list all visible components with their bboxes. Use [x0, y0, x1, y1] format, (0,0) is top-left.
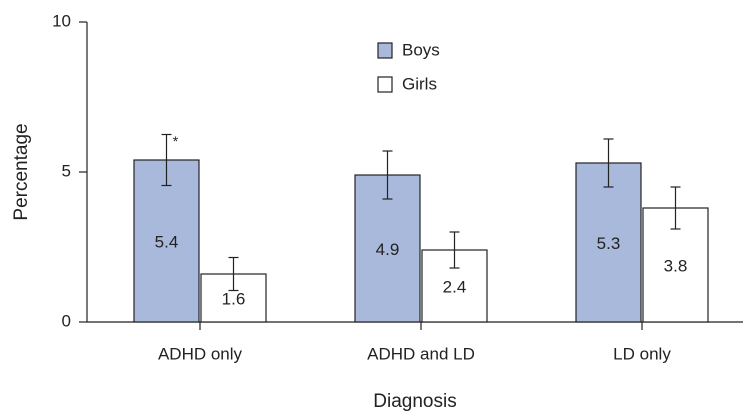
- value-label: 5.3: [597, 234, 621, 253]
- error-bar: [228, 256, 239, 292]
- significance-mark: *: [173, 133, 179, 149]
- bar: [133, 159, 200, 323]
- error-bar: [161, 133, 172, 187]
- value-label: 1.6: [222, 289, 246, 308]
- error-bar: [603, 138, 614, 188]
- legend-label: Girls: [402, 74, 437, 93]
- x-tick-label: LD only: [613, 344, 671, 363]
- x-tick-label: ADHD and LD: [367, 344, 475, 363]
- x-tick-label: ADHD only: [158, 344, 243, 363]
- legend-swatch: [377, 76, 393, 93]
- value-label: 4.9: [376, 240, 400, 259]
- value-label: 3.8: [664, 256, 688, 275]
- legend-swatch: [377, 42, 393, 59]
- error-bar: [449, 231, 460, 269]
- y-tick-label: 10: [52, 11, 71, 30]
- y-tick-label: 0: [62, 311, 71, 330]
- bar: [575, 162, 642, 323]
- value-label: 5.4: [155, 232, 179, 251]
- legend-label: Boys: [402, 40, 440, 59]
- error-bar: [670, 186, 681, 230]
- y-axis-label: Percentage: [11, 123, 32, 220]
- value-label: 2.4: [443, 277, 467, 296]
- y-tick-label: 5: [62, 161, 71, 180]
- x-axis-label: Diagnosis: [373, 391, 456, 412]
- error-bar: [382, 150, 393, 200]
